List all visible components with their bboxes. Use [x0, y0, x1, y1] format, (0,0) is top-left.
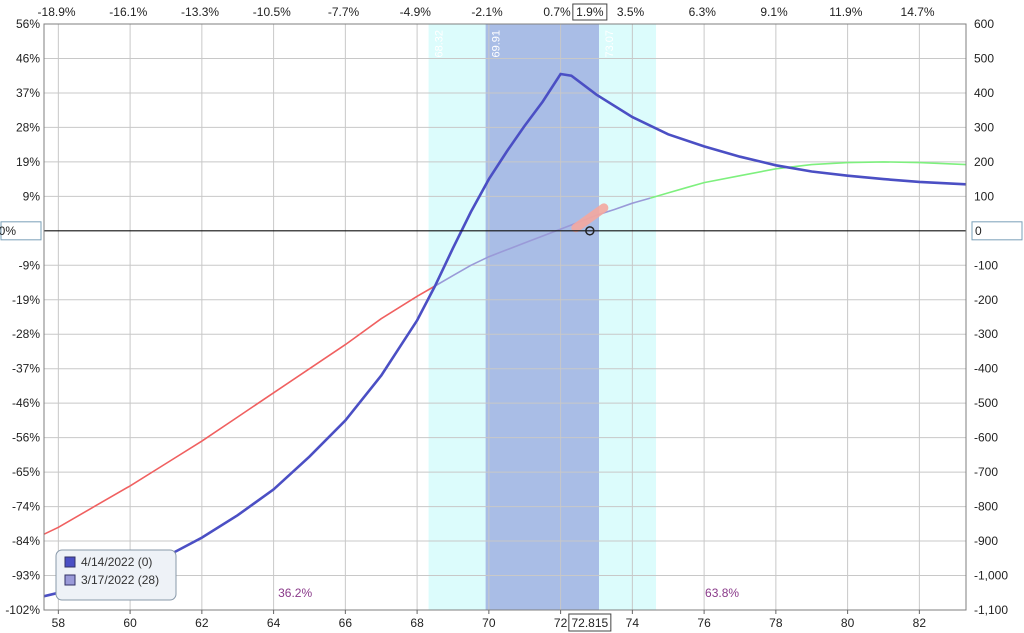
- top-percent-label: 11.9%: [829, 5, 862, 19]
- current-percent-label: 1.9%: [576, 5, 604, 19]
- legend-box: [55, 549, 177, 601]
- zero-right-label: 0: [975, 224, 982, 238]
- top-percent-label: -7.7%: [328, 5, 360, 19]
- y-left-tick-label: 37%: [16, 86, 40, 100]
- x-tick-label: 82: [913, 616, 927, 630]
- x-tick-label: 76: [697, 616, 711, 630]
- y-right-tick-label: -800: [974, 500, 998, 514]
- y-right-tick-label: -1,000: [974, 569, 1008, 583]
- y-left-tick-label: -9%: [19, 258, 41, 272]
- y-left-tick-label: -74%: [12, 500, 40, 514]
- current-price-zero-marker: [585, 226, 595, 236]
- zero-left-box: [0, 221, 42, 241]
- top-percent-label: -18.9%: [38, 5, 76, 19]
- band-boundary-label: 69.91: [491, 30, 503, 58]
- x-tick-label: 64: [267, 616, 281, 630]
- y-left-tick-label: -46%: [12, 396, 40, 410]
- x-tick-label: 62: [195, 616, 209, 630]
- y-left-tick-label: -102%: [5, 603, 40, 617]
- plot-frame: [43, 23, 967, 611]
- legend-label: 4/14/2022 (0): [81, 555, 152, 569]
- y-left-tick-label: -93%: [12, 569, 40, 583]
- y-right-tick-label: -1,100: [974, 603, 1008, 617]
- y-right-tick-label: -400: [974, 362, 998, 376]
- x-tick-label: 80: [841, 616, 855, 630]
- legend-swatch: [64, 556, 76, 568]
- y-left-tick-label: -28%: [12, 327, 40, 341]
- band-boundary-label: 68.32: [434, 30, 446, 58]
- top-percent-label: -13.3%: [181, 5, 219, 19]
- y-left-tick-label: 46%: [16, 51, 40, 65]
- y-left-tick-label: 9%: [23, 189, 41, 203]
- series-3-17-mid-line: [434, 197, 651, 287]
- series-4-14-line: [44, 72, 966, 598]
- legend-swatch: [64, 574, 76, 586]
- y-left-tick-label: -84%: [12, 534, 40, 548]
- y-right-tick-label: 300: [974, 120, 994, 134]
- zero-left-label: 0%: [0, 224, 16, 238]
- y-right-tick-label: -300: [974, 327, 998, 341]
- y-right-tick-label: 100: [974, 189, 994, 203]
- y-right-tick-label: -200: [974, 293, 998, 307]
- y-left-tick-label: 19%: [16, 155, 40, 169]
- y-right-tick-label: -100: [974, 258, 998, 272]
- y-left-tick-label: -37%: [12, 362, 40, 376]
- y-left-tick-label: 56%: [16, 17, 40, 31]
- top-percent-label: -16.1%: [109, 5, 147, 19]
- x-tick-label: 72: [554, 616, 568, 630]
- band-boundary-label: 74.66: [661, 30, 673, 58]
- top-percent-label: 0.7%: [543, 5, 571, 19]
- y-right-tick-label: -500: [974, 396, 998, 410]
- y-right-tick-label: -700: [974, 465, 998, 479]
- series-3-17-gain-line: [650, 161, 966, 199]
- y-right-tick-label: -600: [974, 431, 998, 445]
- y-left-tick-label: -65%: [12, 465, 40, 479]
- x-tick-label: 68: [410, 616, 424, 630]
- y-right-tick-label: -900: [974, 534, 998, 548]
- x-tick-label: 70: [482, 616, 496, 630]
- x-tick-label: 78: [769, 616, 783, 630]
- x-tick-label: 60: [123, 616, 137, 630]
- y-right-tick-label: 500: [974, 51, 994, 65]
- top-percent-label: -2.1%: [471, 5, 503, 19]
- x-tick-label: 66: [339, 616, 353, 630]
- y-right-tick-label: 400: [974, 86, 994, 100]
- current-price-label: 72.815: [571, 616, 608, 630]
- series-3-17-loss-line: [44, 285, 436, 535]
- probability-label: 63.8%: [705, 586, 739, 600]
- current-price-marker: [571, 203, 609, 233]
- top-percent-label: 9.1%: [760, 5, 788, 19]
- top-percent-label: -10.5%: [253, 5, 291, 19]
- x-tick-label: 58: [52, 616, 66, 630]
- band-boundary-label: 73.07: [604, 30, 616, 58]
- top-percent-label: -4.9%: [400, 5, 432, 19]
- probability-label: 36.2%: [278, 586, 312, 600]
- top-percent-label: 6.3%: [689, 5, 717, 19]
- y-left-tick-label: -56%: [12, 431, 40, 445]
- y-right-tick-label: 200: [974, 155, 994, 169]
- current-price-box: [568, 613, 612, 632]
- y-left-tick-label: -19%: [12, 293, 40, 307]
- x-tick-label: 74: [626, 616, 640, 630]
- zero-right-box: [971, 221, 1023, 241]
- legend-label: 3/17/2022 (28): [81, 573, 159, 587]
- current-percent-box: [572, 3, 608, 21]
- top-percent-label: 14.7%: [901, 5, 935, 19]
- top-percent-label: 3.5%: [617, 5, 645, 19]
- y-right-tick-label: 600: [974, 17, 994, 31]
- probability-band-1: [485, 24, 599, 610]
- y-left-tick-label: 28%: [16, 120, 40, 134]
